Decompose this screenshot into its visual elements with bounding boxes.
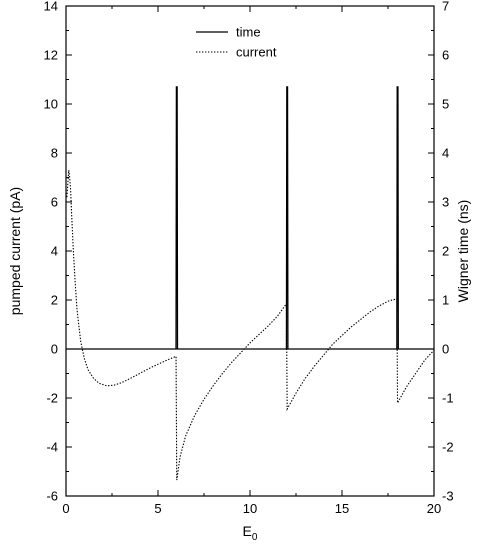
left-y-tick-label: 10: [44, 97, 58, 112]
right-y-tick-label: 1: [442, 293, 449, 308]
x-axis-title-text: E: [243, 523, 252, 539]
x-tick-label: 20: [427, 501, 441, 516]
right-y-axis-title: Wigner time (ns): [455, 200, 471, 303]
left-y-tick-label: 14: [44, 0, 58, 14]
right-y-tick-label: 7: [442, 0, 449, 14]
x-tick-label: 5: [154, 501, 161, 516]
left-y-tick-label: 8: [51, 146, 58, 161]
plot-area: [66, 86, 435, 481]
right-y-tick-label: -1: [442, 391, 454, 406]
right-y-tick-label: 2: [442, 244, 449, 259]
plot-frame: [65, 5, 435, 497]
x-axis-title-subscript: 0: [252, 532, 258, 543]
left-y-tick-label: 12: [44, 48, 58, 63]
left-y-tick-label: 0: [51, 342, 58, 357]
left-y-tick-label: -2: [46, 391, 58, 406]
left-y-tick-label: 6: [51, 195, 58, 210]
legend-label-current: current: [236, 45, 277, 60]
left-y-tick-label: 2: [51, 293, 58, 308]
left-y-tick-label: -6: [46, 489, 58, 504]
x-tick-label: 15: [335, 501, 349, 516]
right-y-tick-label: 0: [442, 342, 449, 357]
x-tick-label: 0: [62, 501, 69, 516]
x-tick-label: 10: [243, 501, 257, 516]
right-y-tick-label: 3: [442, 195, 449, 210]
right-y-tick-label: 6: [442, 48, 449, 63]
left-y-axis-title: pumped current (pA): [7, 187, 23, 315]
legend-label-time: time: [236, 25, 261, 40]
right-y-tick-label: 5: [442, 97, 449, 112]
right-y-tick-label: -2: [442, 440, 454, 455]
left-y-tick-label: -4: [46, 440, 58, 455]
right-y-tick-label: 4: [442, 146, 449, 161]
series-line-time: [66, 86, 434, 350]
legend: time current: [196, 25, 277, 60]
left-y-tick-label: 4: [51, 244, 58, 259]
right-y-tick-label: -3: [442, 489, 454, 504]
x-axis-title: E0: [243, 523, 258, 543]
series-line-current: [66, 170, 435, 481]
